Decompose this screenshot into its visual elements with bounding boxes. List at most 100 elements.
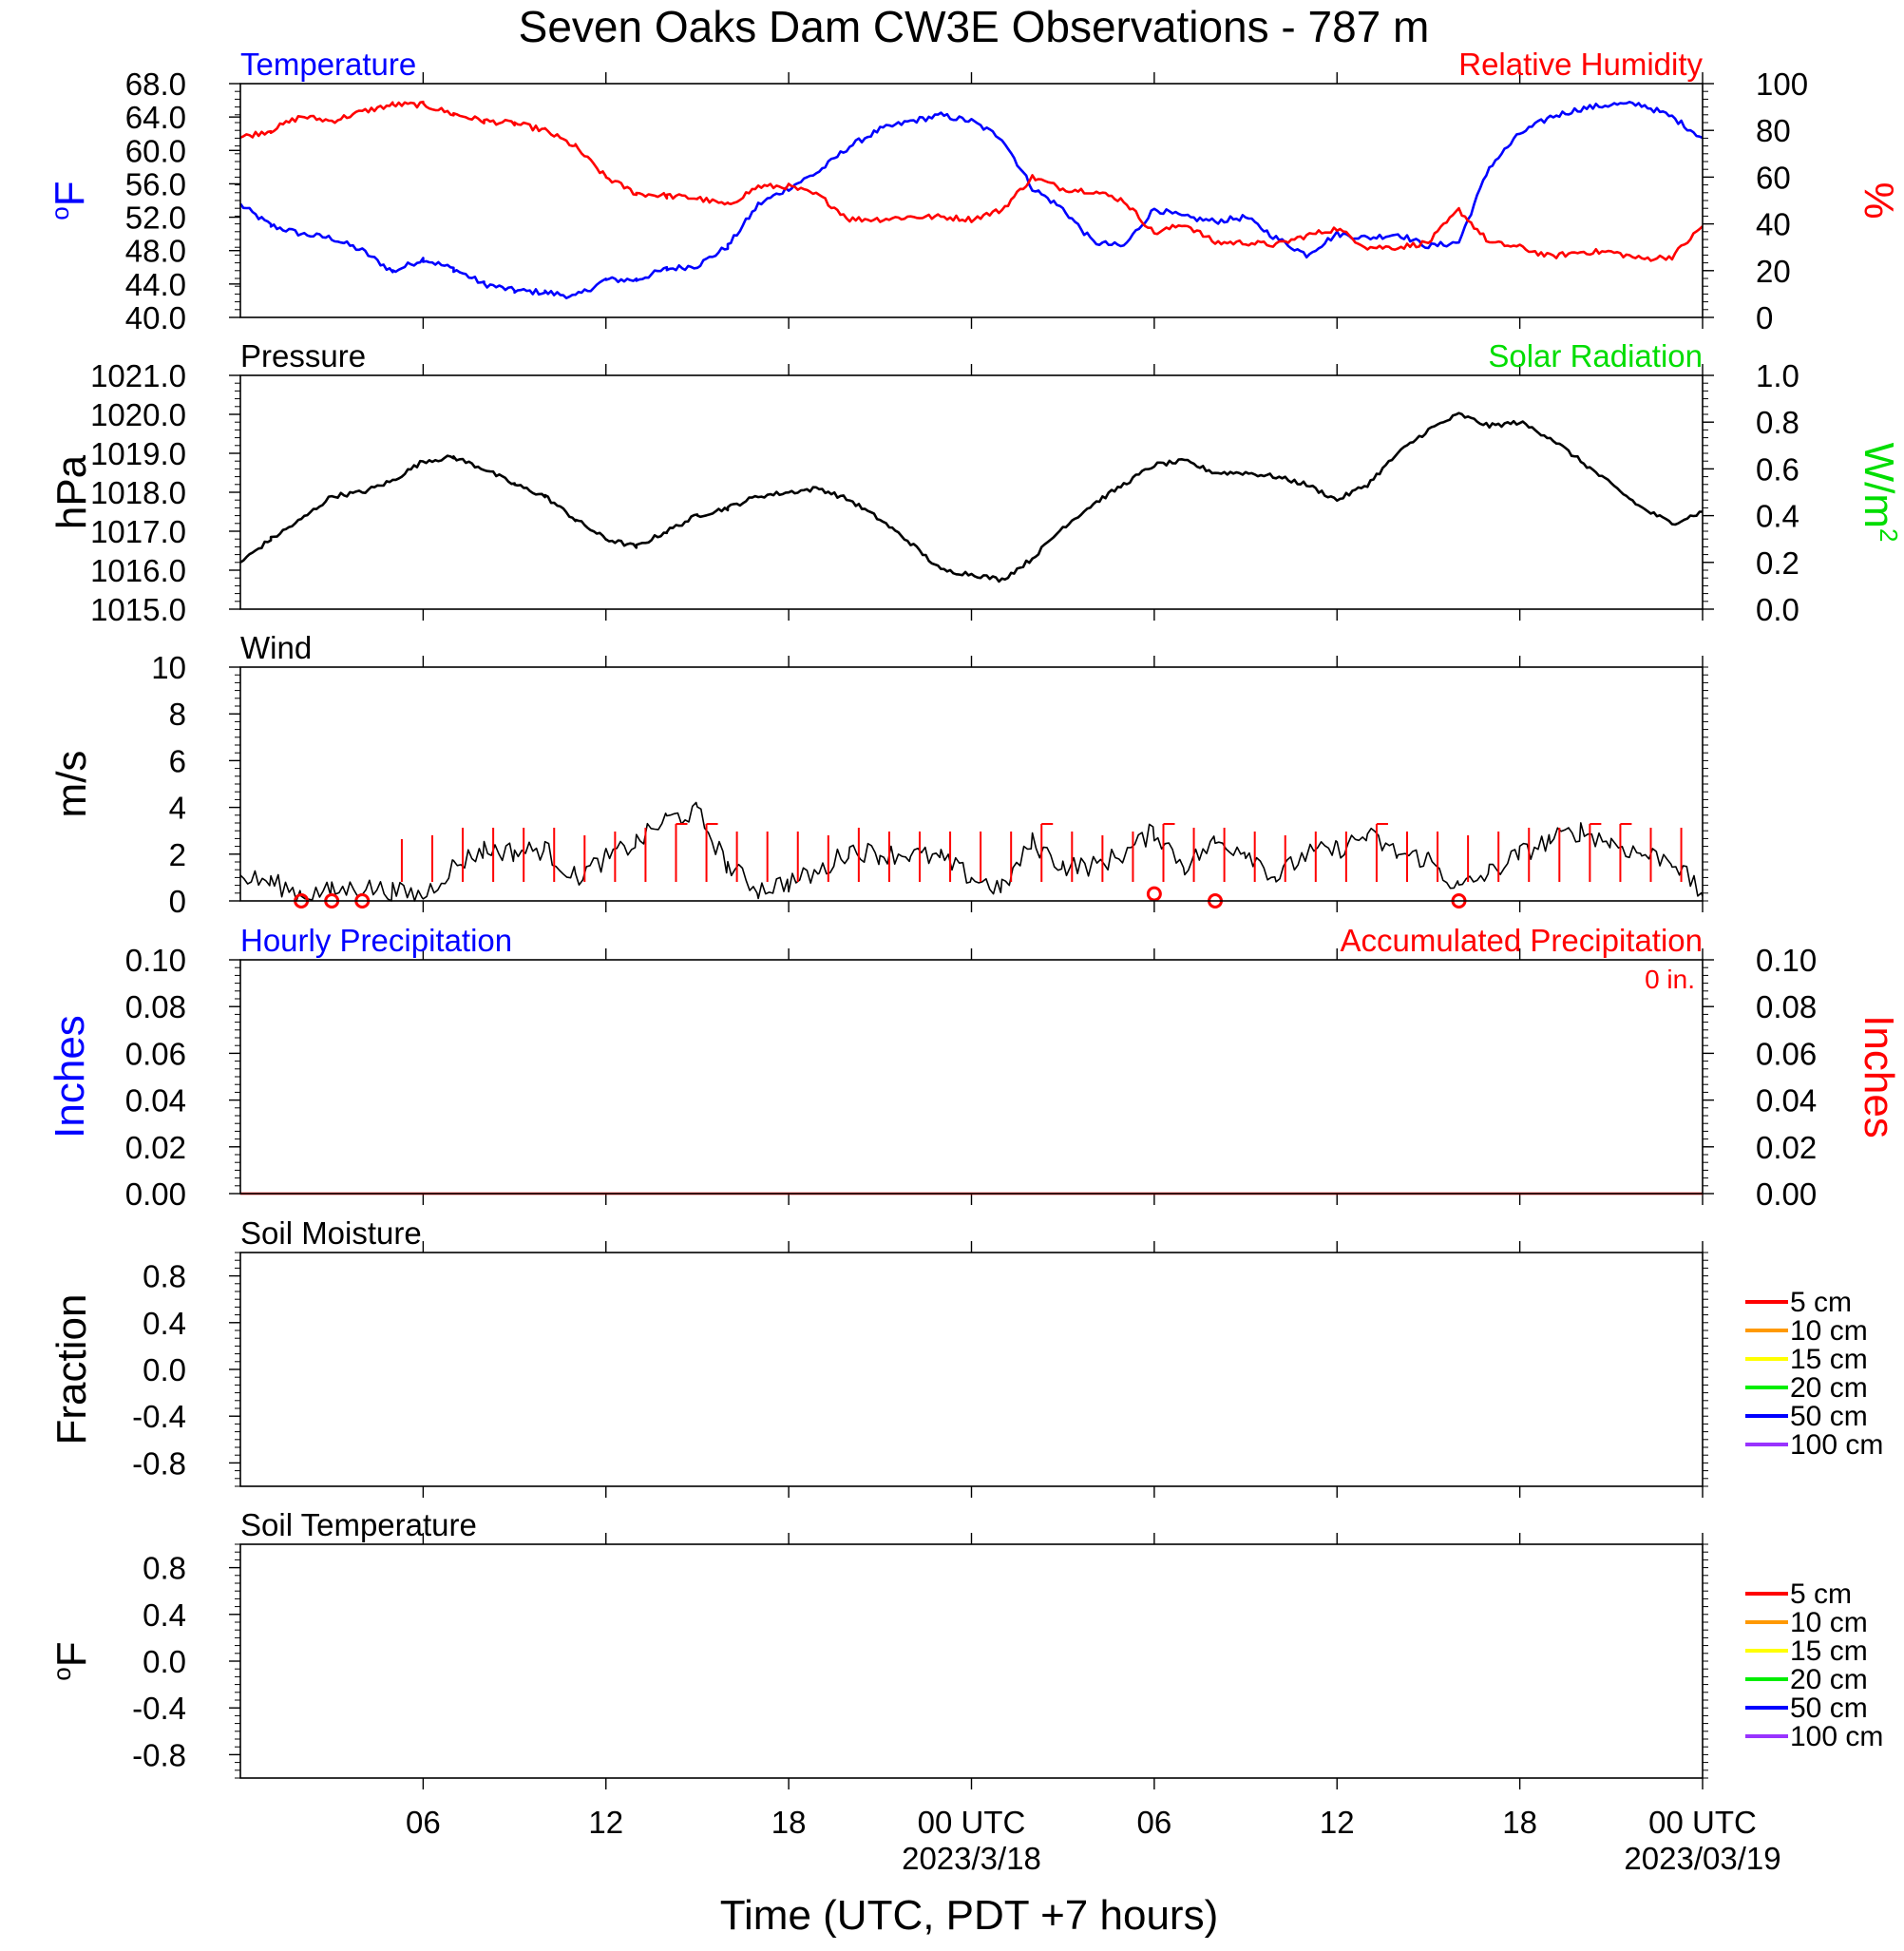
- left-tick-label: 0.8: [143, 1259, 186, 1294]
- right-tick-label: 0.4: [1756, 499, 1799, 534]
- right-tick-label: 0.2: [1756, 545, 1799, 581]
- legend-label: 5 cm: [1790, 1287, 1852, 1318]
- calm-wind-marker: [1146, 886, 1162, 902]
- left-axis-label: m/s: [48, 751, 95, 818]
- left-tick-label: 0.06: [125, 1036, 186, 1071]
- right-tick-label: 0.10: [1756, 943, 1817, 978]
- left-tick-label: -0.4: [132, 1691, 186, 1726]
- left-tick-label: 1016.0: [90, 553, 186, 588]
- x-tick-label: 00 UTC: [1648, 1805, 1757, 1840]
- panel-wind: 0 2 4 6 8 10 Wind m/s: [48, 630, 1708, 919]
- panel-frame: [239, 1543, 1704, 1779]
- left-tick-label: 1019.0: [90, 436, 186, 471]
- panel-frame: [239, 83, 1704, 318]
- left-tick-label: 52.0: [125, 201, 186, 236]
- left-tick-label: 0.0: [143, 1644, 186, 1679]
- chart-title: Seven Oaks Dam CW3E Observations - 787 m: [519, 2, 1430, 51]
- left-axis-label: oF: [48, 1641, 95, 1680]
- left-tick-label: 44.0: [125, 267, 186, 302]
- left-tick-label: 0.4: [143, 1306, 186, 1341]
- right-tick-label: 0.0: [1756, 592, 1799, 627]
- left-tick-label: 0.4: [143, 1597, 186, 1633]
- right-tick-label: 0.8: [1756, 405, 1799, 440]
- panel-soil-moisture: -0.8 -0.4 0.0 0.4 0.8 Soil Moisture Fraction 5 …: [48, 1215, 1883, 1498]
- series-wind: [239, 801, 1704, 902]
- left-tick-label: 0.00: [125, 1176, 186, 1212]
- series-relative-humidity: [239, 100, 1704, 262]
- unit-superscript: 2: [1875, 528, 1903, 542]
- panel-title-soil-moisture: Soil Moisture: [240, 1215, 422, 1251]
- right-axis-label: Inches: [1856, 1015, 1902, 1138]
- degree-superscript: o: [48, 1667, 76, 1680]
- right-tick-label: 0.08: [1756, 989, 1817, 1024]
- degree-superscript: o: [46, 206, 74, 220]
- left-tick-label: 0.0: [143, 1352, 186, 1387]
- x-tick-label: 18: [1502, 1805, 1537, 1840]
- panel-title-wind: Wind: [240, 630, 312, 665]
- panel-title-soil-temperature: Soil Temperature: [240, 1507, 477, 1542]
- left-tick-label: 40.0: [125, 300, 186, 335]
- left-tick-label: 8: [169, 697, 186, 732]
- legend-label: 5 cm: [1790, 1578, 1852, 1610]
- x-tick-label: 06: [406, 1805, 441, 1840]
- panel-title-accumulated-precipitation: Accumulated Precipitation: [1340, 923, 1703, 958]
- legend-label: 20 cm: [1790, 1372, 1868, 1404]
- x-tick-label: 00 UTC: [918, 1805, 1026, 1840]
- panel-title-temperature: Temperature: [240, 47, 416, 82]
- precip-total-annotation: 0 in.: [1645, 965, 1695, 994]
- unit-letter: F: [47, 181, 93, 206]
- x-tick-label: 18: [771, 1805, 807, 1840]
- left-tick-label: 64.0: [125, 100, 186, 135]
- panel-temperature-humidity: 40.044.048.052.056.060.064.068.0 0 20 40 60 8…: [46, 47, 1902, 335]
- x-tick-label: 12: [1320, 1805, 1355, 1840]
- unit-base: W/m: [1856, 443, 1902, 528]
- legend-label: 100 cm: [1790, 1429, 1883, 1461]
- left-tick-label: -0.8: [132, 1445, 186, 1481]
- left-tick-label: -0.8: [132, 1737, 186, 1772]
- left-tick-label: 0.10: [125, 943, 186, 978]
- unit-letter: F: [48, 1641, 95, 1667]
- panel-frame: [239, 666, 1704, 902]
- x-date-label: 2023/03/19: [1624, 1841, 1780, 1876]
- legend-label: 100 cm: [1790, 1721, 1883, 1752]
- left-tick-label: 0.02: [125, 1130, 186, 1165]
- right-tick-label: 0: [1756, 300, 1773, 335]
- right-tick-label: 0.02: [1756, 1130, 1817, 1165]
- left-tick-label: 2: [169, 837, 186, 872]
- left-tick-label: 0.8: [143, 1551, 186, 1586]
- left-tick-label: 60.0: [125, 133, 186, 168]
- panel-frame: [239, 959, 1704, 1195]
- x-axis-label: Time (UTC, PDT +7 hours): [720, 1892, 1218, 1939]
- legend-label: 50 cm: [1790, 1401, 1868, 1432]
- left-tick-label: 1021.0: [90, 358, 186, 393]
- right-axis-label: W/m2: [1856, 443, 1903, 543]
- right-tick-label: 0.00: [1756, 1176, 1817, 1212]
- left-tick-label: 6: [169, 743, 186, 778]
- left-tick-label: -0.4: [132, 1399, 186, 1434]
- panels: 40.044.048.052.056.060.064.068.002040608…: [46, 47, 1903, 1789]
- left-tick-label: 0.04: [125, 1083, 186, 1119]
- left-tick-label: 1018.0: [90, 475, 186, 510]
- left-tick-label: 0.08: [125, 989, 186, 1024]
- left-axis-label: oF: [46, 181, 93, 220]
- legend-label: 10 cm: [1790, 1607, 1868, 1638]
- left-tick-label: 1020.0: [90, 397, 186, 432]
- x-tick-label: 12: [588, 1805, 623, 1840]
- legend-label: 10 cm: [1790, 1315, 1868, 1347]
- x-date-label: 2023/3/18: [902, 1841, 1041, 1876]
- left-tick-label: 68.0: [125, 67, 186, 102]
- panel-title-relative-humidity: Relative Humidity: [1458, 47, 1703, 82]
- left-tick-label: 10: [151, 650, 186, 685]
- left-axis-label: Fraction: [48, 1294, 95, 1445]
- legend-label: 15 cm: [1790, 1344, 1868, 1375]
- right-tick-label: 0.6: [1756, 451, 1799, 487]
- right-tick-label: 0.06: [1756, 1036, 1817, 1071]
- right-axis-label: %: [1856, 182, 1902, 219]
- legend-label: 15 cm: [1790, 1635, 1868, 1667]
- panel-precipitation: 0.00 0.02 0.04 0.06 0.08 0.10 0.00 0.02 0.04 0.06…: [47, 923, 1902, 1212]
- right-tick-label: 0.04: [1756, 1083, 1817, 1119]
